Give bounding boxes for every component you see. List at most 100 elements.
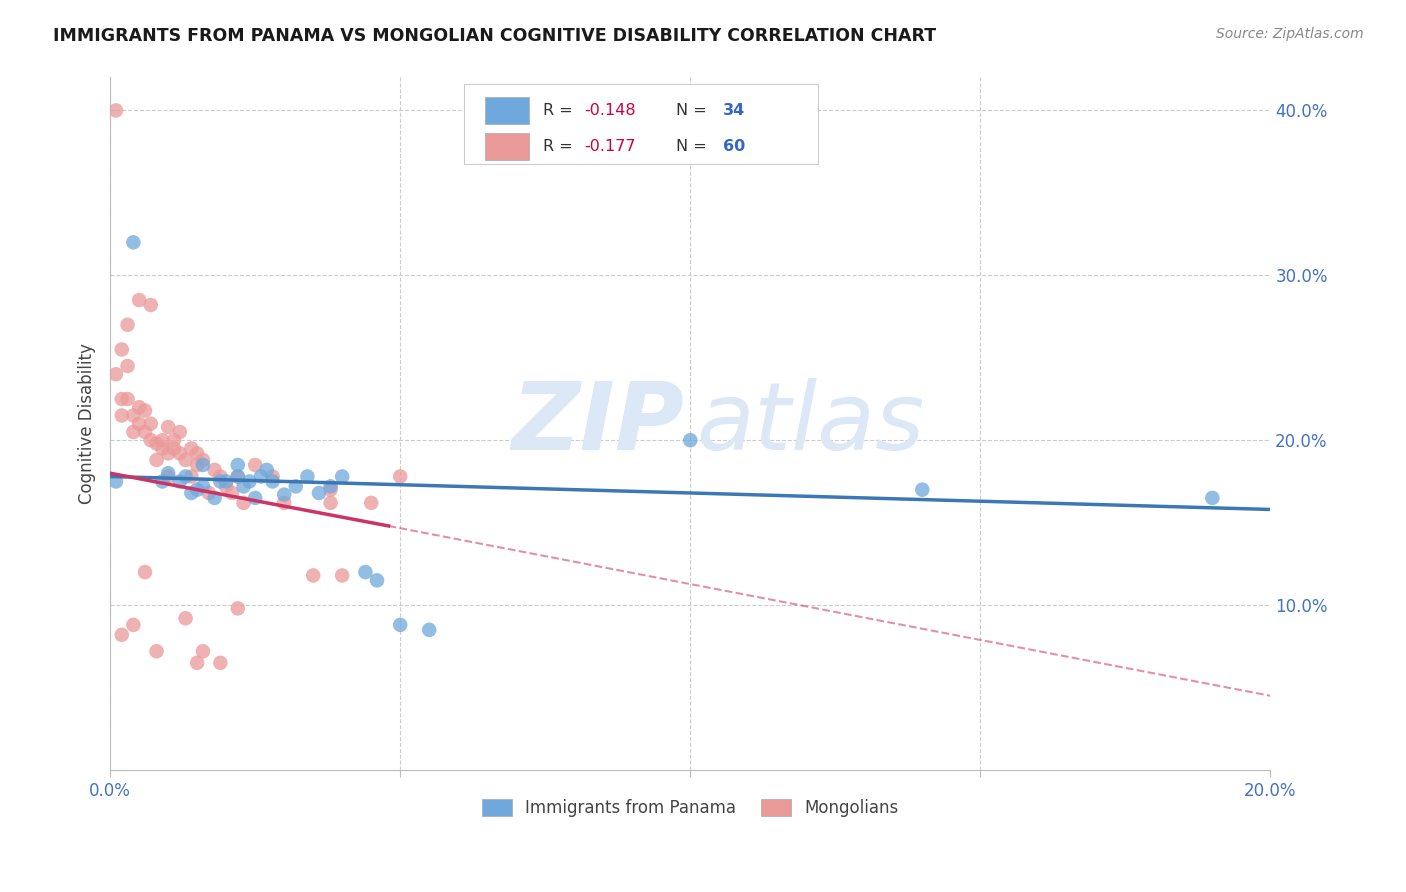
Point bbox=[139, 417, 162, 431]
Point bbox=[122, 409, 145, 423]
Point bbox=[226, 469, 249, 483]
Point bbox=[297, 469, 319, 483]
Point bbox=[330, 469, 353, 483]
Point bbox=[273, 488, 295, 502]
Point bbox=[1201, 491, 1223, 505]
FancyBboxPatch shape bbox=[464, 85, 818, 164]
Point bbox=[319, 483, 342, 497]
Point bbox=[139, 434, 162, 448]
Point bbox=[122, 235, 145, 250]
Point bbox=[204, 463, 226, 477]
Point bbox=[145, 644, 167, 658]
Text: 34: 34 bbox=[723, 103, 745, 118]
Text: N =: N = bbox=[676, 103, 713, 118]
Point bbox=[111, 392, 134, 406]
Point bbox=[157, 420, 180, 434]
Text: Source: ZipAtlas.com: Source: ZipAtlas.com bbox=[1216, 27, 1364, 41]
Point bbox=[262, 469, 284, 483]
Point bbox=[319, 496, 342, 510]
Text: R =: R = bbox=[543, 103, 578, 118]
Point bbox=[221, 486, 243, 500]
Text: 60: 60 bbox=[723, 139, 745, 154]
Point bbox=[243, 491, 266, 505]
Point bbox=[139, 298, 162, 312]
Point bbox=[145, 436, 167, 450]
Point bbox=[191, 479, 214, 493]
Text: -0.177: -0.177 bbox=[585, 139, 636, 154]
Point bbox=[180, 486, 202, 500]
Point bbox=[122, 618, 145, 632]
Point bbox=[104, 103, 127, 118]
Point bbox=[302, 568, 325, 582]
Point bbox=[180, 469, 202, 483]
Point bbox=[284, 479, 307, 493]
Point bbox=[104, 475, 127, 489]
Point bbox=[157, 446, 180, 460]
Point bbox=[128, 293, 150, 307]
Text: -0.148: -0.148 bbox=[585, 103, 637, 118]
Text: ZIP: ZIP bbox=[512, 377, 685, 470]
Point bbox=[197, 486, 219, 500]
Point bbox=[186, 483, 208, 497]
Point bbox=[117, 392, 139, 406]
Point bbox=[134, 565, 156, 579]
Point bbox=[104, 368, 127, 382]
Point bbox=[111, 628, 134, 642]
Point bbox=[169, 475, 191, 489]
Point bbox=[122, 425, 145, 439]
Point bbox=[360, 496, 382, 510]
Point bbox=[145, 453, 167, 467]
Point bbox=[232, 479, 254, 493]
Point bbox=[180, 442, 202, 456]
Point bbox=[262, 475, 284, 489]
Point bbox=[111, 409, 134, 423]
Point bbox=[209, 656, 232, 670]
Point bbox=[273, 496, 295, 510]
Point bbox=[150, 475, 173, 489]
Y-axis label: Cognitive Disability: Cognitive Disability bbox=[79, 343, 96, 504]
Point bbox=[128, 401, 150, 415]
Point bbox=[243, 458, 266, 472]
Point bbox=[418, 623, 440, 637]
Point bbox=[209, 475, 232, 489]
Point bbox=[226, 601, 249, 615]
Point bbox=[186, 446, 208, 460]
Point bbox=[163, 434, 186, 448]
Point bbox=[256, 463, 278, 477]
Point bbox=[389, 469, 412, 483]
Point bbox=[204, 491, 226, 505]
Point bbox=[308, 486, 330, 500]
Point bbox=[226, 469, 249, 483]
Text: IMMIGRANTS FROM PANAMA VS MONGOLIAN COGNITIVE DISABILITY CORRELATION CHART: IMMIGRANTS FROM PANAMA VS MONGOLIAN COGN… bbox=[53, 27, 936, 45]
Point bbox=[319, 479, 342, 493]
Point bbox=[150, 442, 173, 456]
Point bbox=[117, 359, 139, 373]
Point bbox=[174, 611, 197, 625]
Point bbox=[191, 458, 214, 472]
FancyBboxPatch shape bbox=[485, 133, 529, 160]
Point bbox=[134, 403, 156, 417]
Point bbox=[150, 434, 173, 448]
Legend: Immigrants from Panama, Mongolians: Immigrants from Panama, Mongolians bbox=[475, 792, 905, 824]
Text: N =: N = bbox=[676, 139, 713, 154]
Point bbox=[389, 618, 412, 632]
Point bbox=[111, 343, 134, 357]
Point bbox=[911, 483, 934, 497]
Point bbox=[157, 469, 180, 483]
Point bbox=[215, 479, 238, 493]
Point bbox=[215, 475, 238, 489]
Point bbox=[191, 453, 214, 467]
Point bbox=[186, 656, 208, 670]
Point bbox=[174, 453, 197, 467]
Point bbox=[169, 425, 191, 439]
FancyBboxPatch shape bbox=[485, 97, 529, 124]
Point bbox=[174, 469, 197, 483]
Point bbox=[330, 568, 353, 582]
Point bbox=[134, 425, 156, 439]
Point bbox=[366, 574, 388, 588]
Point bbox=[186, 458, 208, 472]
Point bbox=[169, 446, 191, 460]
Point bbox=[238, 475, 260, 489]
Text: atlas: atlas bbox=[696, 378, 924, 469]
Point bbox=[679, 434, 702, 448]
